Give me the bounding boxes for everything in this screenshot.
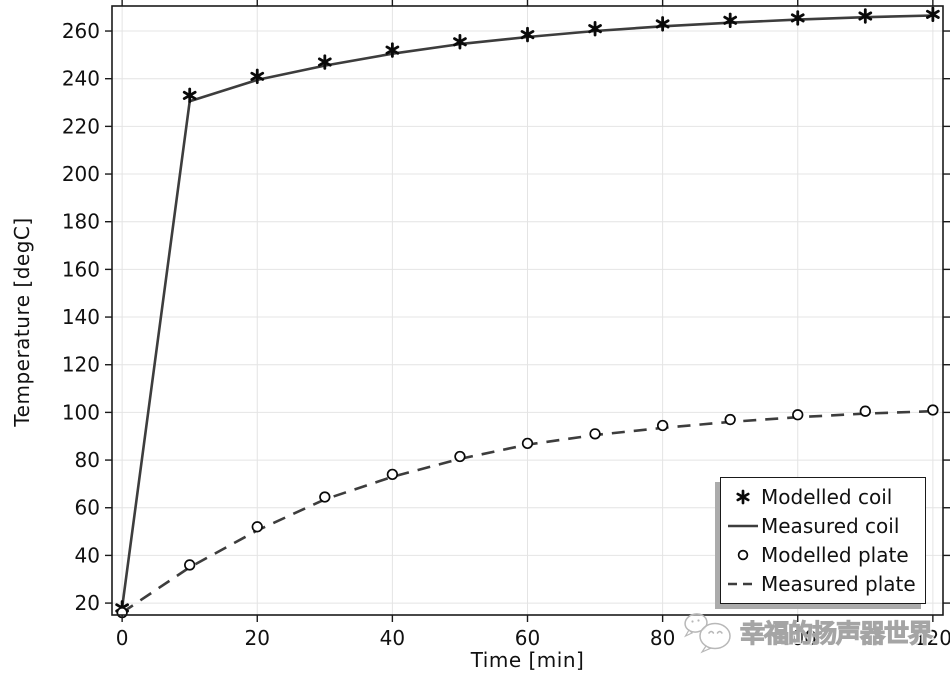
x-tick-labels: 0 20 40 60 80 100 120 xyxy=(116,626,950,650)
legend-item-measured-plate: Measured plate xyxy=(725,570,919,598)
y-axis-title: Temperature [degC] xyxy=(10,217,34,427)
svg-text:120: 120 xyxy=(914,626,950,650)
legend-item-label: Modelled coil xyxy=(761,485,893,510)
circle-legend-icon xyxy=(737,549,749,561)
solid-line-legend-icon xyxy=(728,524,758,528)
svg-text:80: 80 xyxy=(650,626,675,650)
legend-item-label: Measured plate xyxy=(761,571,916,596)
svg-text:40: 40 xyxy=(75,543,100,567)
svg-text:160: 160 xyxy=(62,257,100,281)
legend-item-label: Modelled plate xyxy=(761,542,909,567)
svg-text:180: 180 xyxy=(62,210,100,234)
x-axis-title: Time [min] xyxy=(470,648,585,672)
svg-text:20: 20 xyxy=(245,626,270,650)
svg-text:40: 40 xyxy=(380,626,405,650)
svg-text:20: 20 xyxy=(75,591,100,615)
svg-text:260: 260 xyxy=(62,19,100,43)
legend-item-label: Measured coil xyxy=(761,514,900,539)
gridlines xyxy=(112,6,943,615)
svg-text:60: 60 xyxy=(75,496,100,520)
svg-text:200: 200 xyxy=(62,162,100,186)
svg-text:120: 120 xyxy=(62,353,100,377)
svg-text:100: 100 xyxy=(62,400,100,424)
svg-text:140: 140 xyxy=(62,305,100,329)
svg-text:80: 80 xyxy=(75,448,100,472)
svg-text:240: 240 xyxy=(62,67,100,91)
asterisk-legend-icon xyxy=(736,490,750,505)
legend-item-modelled-coil: Modelled coil xyxy=(725,483,919,511)
legend-item-modelled-plate: Modelled plate xyxy=(725,541,919,569)
svg-text:0: 0 xyxy=(116,626,129,650)
y-tick-labels: 20 40 60 80 100 120 140 160 180 200 220 240 260 xyxy=(62,19,100,615)
dashed-line-legend-icon xyxy=(728,582,758,585)
legend-box: Modelled coil Measured coil Modelled plate… xyxy=(720,477,926,604)
svg-text:60: 60 xyxy=(515,626,540,650)
series-markers-modelled-plate xyxy=(116,404,939,619)
legend-item-measured-coil: Measured coil xyxy=(725,512,919,540)
svg-text:220: 220 xyxy=(62,114,100,138)
svg-text:100: 100 xyxy=(779,626,817,650)
axis-ticks xyxy=(105,0,950,622)
